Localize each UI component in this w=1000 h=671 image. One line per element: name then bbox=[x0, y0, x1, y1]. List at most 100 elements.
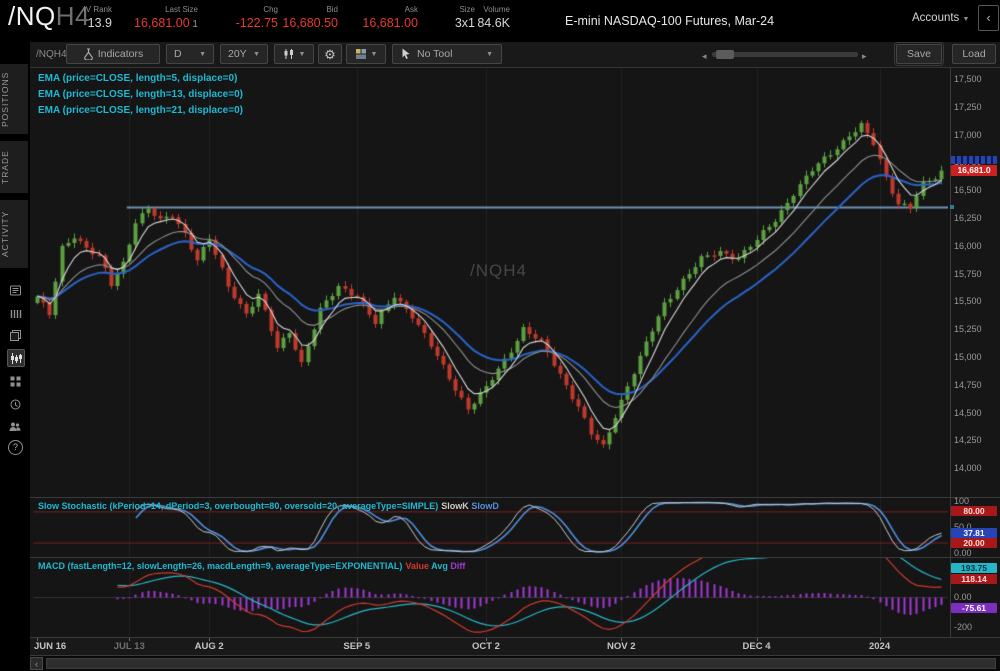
stochastic-axis-label: 50.0 bbox=[954, 522, 972, 532]
tool-value: No Tool bbox=[417, 48, 453, 60]
price-axis-label: 17,500 bbox=[954, 74, 982, 84]
sidebar-tab-trade[interactable]: TRADE bbox=[0, 141, 28, 193]
time-axis-tick bbox=[129, 638, 131, 641]
sidebar-copy-icon[interactable] bbox=[7, 327, 23, 343]
copy-icon bbox=[9, 329, 21, 341]
time-axis-label: NOV 2 bbox=[606, 641, 636, 652]
stochastic-axis-bubble: 37.81 bbox=[951, 528, 997, 539]
quote-field: Size 3x1 bbox=[420, 5, 475, 30]
legend-item-slowd: SlowD bbox=[468, 501, 499, 511]
price-axis-label: 15,750 bbox=[954, 268, 982, 279]
horizontal-scrollbar[interactable] bbox=[46, 658, 996, 669]
quote-field-label: IV Rank bbox=[83, 5, 112, 14]
quote-field-label: Bid bbox=[326, 5, 338, 14]
contract-description: E-mini NASDAQ-100 Futures, Mar-24 bbox=[565, 14, 775, 28]
collapse-panel-button[interactable]: ‹ bbox=[978, 5, 999, 31]
stochastic-panel-canvas[interactable] bbox=[33, 498, 948, 556]
price-axis-label: 15,250 bbox=[954, 324, 982, 335]
zoom-slider-track[interactable] bbox=[712, 50, 858, 59]
stochastic-axis-label: 100 bbox=[954, 496, 970, 506]
save-button[interactable]: Save bbox=[894, 42, 944, 66]
ema21-study-label[interactable]: EMA (price=CLOSE, length=21, displace=0) bbox=[38, 105, 243, 116]
accounts-label: Accounts bbox=[912, 12, 960, 24]
time-axis-label: SEP 5 bbox=[343, 641, 371, 652]
zoom-slider-handle[interactable] bbox=[716, 50, 734, 59]
load-label: Load bbox=[962, 48, 986, 60]
macd-axis-bubble: -75.61 bbox=[951, 603, 997, 614]
range-dropdown[interactable]: 20Y ▼ bbox=[220, 44, 268, 64]
time-axis-tick bbox=[209, 638, 211, 641]
time-axis-label: AUG 2 bbox=[194, 641, 224, 652]
stochastic-axis-label: 0.00 bbox=[954, 548, 972, 558]
stochastic-axis-bubble: 20.00 bbox=[951, 537, 997, 548]
load-button[interactable]: Load bbox=[952, 44, 996, 64]
main-chart-canvas[interactable] bbox=[33, 68, 948, 497]
caret-down-icon: ▼ bbox=[253, 50, 260, 58]
candlestick-type-icon bbox=[284, 49, 293, 59]
quote-field-label: Last Size bbox=[165, 5, 198, 14]
quote-field: Volume 84.6K bbox=[455, 5, 510, 30]
price-axis-label: 16,250 bbox=[954, 213, 982, 223]
timeframe-dropdown[interactable]: D ▼ bbox=[166, 44, 214, 64]
flask-icon bbox=[83, 48, 93, 60]
price-axis-label: 16,500 bbox=[954, 185, 982, 196]
ema13-study-label[interactable]: EMA (price=CLOSE, length=13, displace=0) bbox=[38, 89, 243, 100]
sidebar-notes-icon[interactable] bbox=[7, 282, 23, 298]
sidebar-history-icon[interactable] bbox=[7, 396, 23, 412]
quote-field-label: Chg bbox=[263, 5, 278, 14]
quote-field-value: -122.75 bbox=[235, 16, 278, 30]
panel-divider[interactable] bbox=[30, 497, 1000, 498]
panel-divider[interactable] bbox=[30, 557, 1000, 558]
price-axis-label: 16,000 bbox=[954, 240, 982, 251]
price-axis-label: 15,000 bbox=[954, 352, 982, 362]
last-price-bubble: 16,681.0 bbox=[951, 165, 997, 177]
scroll-left-button[interactable]: ‹ bbox=[30, 657, 43, 670]
sidebar-list-columns-icon[interactable] bbox=[7, 305, 23, 321]
drawing-tool-dropdown[interactable]: No Tool ▼ bbox=[392, 44, 502, 64]
sidebar-grid-icon[interactable] bbox=[7, 373, 23, 389]
sidebar-chart-icon[interactable] bbox=[7, 349, 25, 367]
sidebar-tab-activity[interactable]: ACTIVITY bbox=[0, 200, 28, 268]
help-button[interactable]: ? bbox=[8, 440, 23, 455]
quote-field-label: Volume bbox=[483, 5, 510, 14]
quote-field: IV Rank 13.9 bbox=[58, 5, 112, 30]
chart-settings-button[interactable]: ⚙ bbox=[318, 44, 342, 64]
quote-field-value: 3x1 bbox=[454, 16, 475, 30]
time-axis-tick bbox=[621, 638, 623, 641]
time-axis-tick bbox=[485, 638, 487, 641]
price-axis-label: 14,750 bbox=[954, 379, 982, 390]
macd-panel-canvas[interactable] bbox=[33, 558, 948, 636]
chart-toolbar: /NQH4 Indicators D ▼ 20Y ▼ ▼ ⚙ ▼ No Tool bbox=[30, 42, 1000, 68]
sidebar-community-icon[interactable] bbox=[7, 418, 23, 434]
chart-watermark: /NQH4 bbox=[470, 261, 527, 280]
legend-item-value: Value bbox=[405, 561, 429, 571]
zoom-out-arrow[interactable]: ◂ bbox=[702, 51, 707, 61]
macd-title[interactable]: MACD (fastLength=12, slowLength=26, macd… bbox=[38, 561, 403, 571]
zoom-in-arrow[interactable]: ▸ bbox=[862, 51, 867, 61]
time-axis-tick bbox=[756, 638, 758, 641]
stochastic-axis-bubble: 80.00 bbox=[951, 506, 997, 517]
chart-type-dropdown[interactable]: ▼ bbox=[274, 44, 314, 64]
ema5-study-label[interactable]: EMA (price=CLOSE, length=5, displace=0) bbox=[38, 73, 238, 84]
symbol-month-code: H4 bbox=[55, 1, 90, 31]
gear-icon: ⚙ bbox=[324, 46, 336, 62]
indicators-button[interactable]: Indicators bbox=[66, 44, 160, 64]
left-sidebar: POSITIONS TRADE ACTIVITY? bbox=[0, 42, 30, 671]
cursor-icon bbox=[402, 48, 410, 59]
stochastic-legend: Slow Stochastic (kPeriod=14, dPeriod=3, … bbox=[38, 500, 499, 512]
accounts-menu[interactable]: Accounts ▼ bbox=[912, 12, 969, 24]
study-labels: EMA (price=CLOSE, length=5, displace=0) … bbox=[38, 71, 243, 119]
stochastic-title[interactable]: Slow Stochastic (kPeriod=14, dPeriod=3, … bbox=[38, 501, 439, 511]
time-axis-divider bbox=[30, 655, 1000, 656]
quote-field: Chg -122.75 bbox=[198, 5, 278, 30]
save-label: Save bbox=[907, 48, 931, 60]
macd-axis-bubble: 118.14 bbox=[951, 574, 997, 585]
layout-dropdown[interactable]: ▼ bbox=[346, 44, 386, 64]
time-axis[interactable] bbox=[30, 638, 1000, 655]
header: /NQH4 IV Rank 13.9 Last Size 16,681.00 1 Chg… bbox=[0, 0, 1000, 40]
symbol-root: /NQ bbox=[8, 1, 56, 31]
sidebar-tab-positions[interactable]: POSITIONS bbox=[0, 64, 28, 134]
range-value: 20Y bbox=[228, 48, 247, 60]
macd-axis-label: 0.00 bbox=[954, 592, 972, 602]
